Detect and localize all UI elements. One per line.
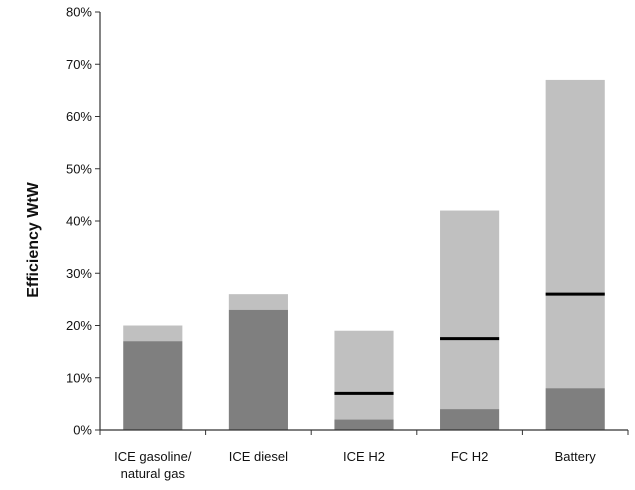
x-labels-group: ICE gasoline/natural gas ICE diesel ICE H2…	[114, 449, 596, 481]
bar-low-segment	[334, 419, 394, 430]
x-category-label: FC H2	[451, 449, 489, 464]
x-category-label: ICE diesel	[229, 449, 288, 464]
bar-low-segment	[545, 388, 605, 430]
y-tick-label: 10%	[66, 370, 92, 385]
bar-range-segment	[545, 79, 605, 389]
y-tick-label: 60%	[66, 109, 92, 124]
bar-low-segment	[228, 309, 288, 430]
bar-range-segment	[440, 210, 500, 410]
bar-low-segment	[440, 409, 500, 430]
bar-range-segment	[123, 325, 183, 342]
y-axis-title: Efficiency WtW	[25, 181, 42, 297]
y-tick-label: 80%	[66, 5, 92, 20]
bar-low-segment	[123, 341, 183, 430]
y-tick-label: 20%	[66, 318, 92, 333]
x-category-label: ICE gasoline/natural gas	[114, 449, 192, 481]
bar-range-segment	[334, 330, 394, 420]
x-category-label: ICE H2	[343, 449, 385, 464]
bar-range-segment	[228, 294, 288, 310]
x-category-label: Battery	[555, 449, 597, 464]
y-tick-label: 0%	[73, 423, 92, 438]
y-tick-label: 70%	[66, 57, 92, 72]
y-tick-label: 40%	[66, 214, 92, 229]
y-tick-label: 30%	[66, 266, 92, 281]
bars-group	[123, 79, 605, 430]
y-ticks-group: 0% 10% 20% 30% 40% 50% 60% 70% 80%	[66, 5, 100, 438]
y-tick-label: 50%	[66, 161, 92, 176]
